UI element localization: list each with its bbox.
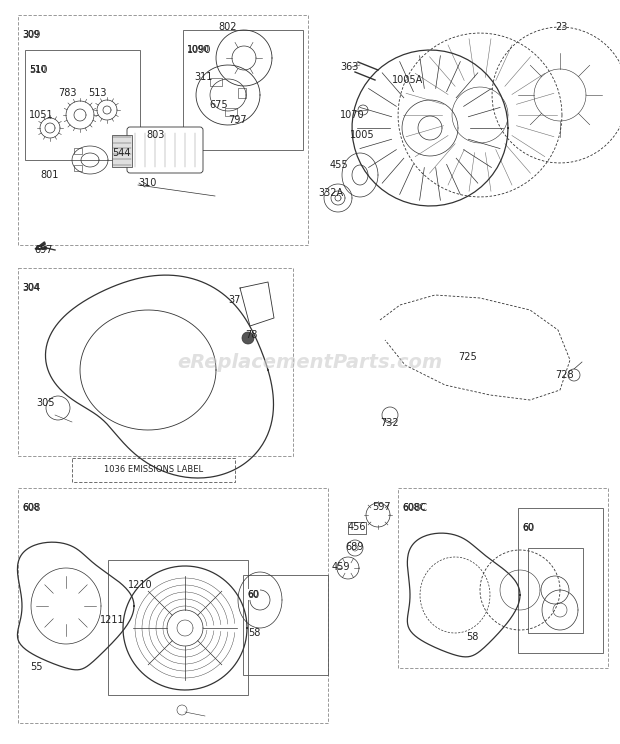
Bar — [74, 165, 82, 171]
Text: 60: 60 — [247, 590, 259, 600]
Bar — [225, 108, 237, 116]
Text: 363: 363 — [340, 62, 358, 72]
Text: 1210: 1210 — [128, 580, 153, 590]
Text: 60: 60 — [522, 523, 534, 533]
Text: 697: 697 — [34, 245, 53, 255]
Text: 1090: 1090 — [187, 45, 211, 55]
Bar — [18, 15, 308, 245]
Bar — [112, 135, 132, 167]
Bar — [528, 548, 583, 633]
Text: 783: 783 — [58, 88, 76, 98]
Text: 332A: 332A — [318, 188, 343, 198]
Text: 513: 513 — [88, 88, 107, 98]
Text: 459: 459 — [332, 562, 350, 572]
Bar — [18, 268, 293, 456]
Text: 1090: 1090 — [187, 45, 210, 54]
Bar — [74, 148, 82, 154]
Text: 1036 EMISSIONS LABEL: 1036 EMISSIONS LABEL — [104, 466, 203, 475]
Text: 1005: 1005 — [350, 130, 374, 140]
Text: 802: 802 — [218, 22, 236, 32]
Text: 510: 510 — [29, 65, 46, 74]
Text: 309: 309 — [22, 30, 39, 39]
Text: 60: 60 — [247, 590, 259, 599]
Circle shape — [242, 332, 254, 344]
Bar — [18, 488, 328, 723]
Text: 23: 23 — [555, 22, 567, 32]
Text: 797: 797 — [228, 115, 247, 125]
FancyBboxPatch shape — [127, 127, 203, 173]
Text: 1005A: 1005A — [392, 75, 423, 85]
Text: 58: 58 — [466, 632, 479, 642]
Text: 1211: 1211 — [100, 615, 125, 625]
Bar — [210, 78, 222, 86]
Text: 725: 725 — [458, 352, 477, 362]
Text: 55: 55 — [30, 662, 43, 672]
Text: 78: 78 — [245, 330, 257, 340]
Bar — [183, 30, 303, 150]
Text: 608: 608 — [22, 503, 40, 513]
Text: 304: 304 — [22, 283, 39, 292]
Text: 608C: 608C — [402, 503, 425, 512]
Text: 801: 801 — [40, 170, 58, 180]
Text: 510: 510 — [29, 65, 48, 75]
Text: 456: 456 — [348, 522, 366, 532]
Bar — [398, 488, 608, 668]
Bar — [348, 522, 366, 534]
Text: eReplacementParts.com: eReplacementParts.com — [177, 353, 443, 371]
Text: 310: 310 — [138, 178, 156, 188]
Text: 60: 60 — [522, 523, 533, 532]
Text: 58: 58 — [248, 628, 260, 638]
Text: 689: 689 — [345, 542, 363, 552]
Text: 675: 675 — [209, 100, 228, 110]
Bar — [25, 50, 140, 160]
Text: 597: 597 — [372, 502, 391, 512]
Text: 728: 728 — [555, 370, 574, 380]
Bar — [72, 458, 235, 482]
Text: 732: 732 — [380, 418, 399, 428]
Text: 1051: 1051 — [29, 110, 53, 120]
Text: 608C: 608C — [402, 503, 427, 513]
Text: 309: 309 — [22, 30, 40, 40]
Text: 1070: 1070 — [340, 110, 365, 120]
Text: 37: 37 — [228, 295, 241, 305]
Text: 305: 305 — [36, 398, 55, 408]
Text: 304: 304 — [22, 283, 40, 293]
Text: 803: 803 — [146, 130, 164, 140]
Text: 544: 544 — [112, 148, 130, 158]
Bar — [518, 508, 603, 653]
Text: 455: 455 — [330, 160, 348, 170]
Text: 608: 608 — [22, 503, 39, 512]
Text: 311: 311 — [194, 72, 213, 82]
Bar — [238, 88, 246, 98]
Bar — [243, 575, 328, 675]
Bar — [108, 560, 248, 695]
FancyArrow shape — [35, 242, 47, 249]
